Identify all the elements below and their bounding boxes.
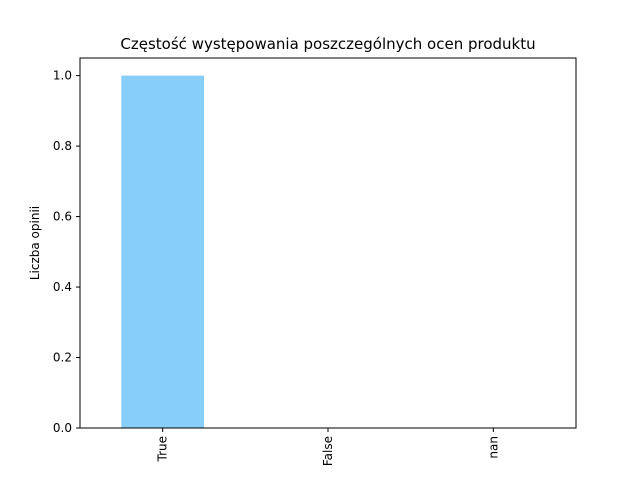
y-axis-label: Liczba opinii [28, 206, 42, 280]
y-tick-label-4: 0.8 [53, 139, 72, 153]
y-tick-label-2: 0.4 [53, 280, 72, 294]
x-tick-label-1: False [321, 436, 335, 466]
y-tick-label-1: 0.2 [53, 351, 72, 365]
x-tick-label-0: True [156, 436, 170, 463]
y-tick-label-0: 0.0 [53, 421, 72, 435]
y-axis: 0.0 0.2 0.4 0.6 0.8 1.0 [53, 69, 80, 435]
y-tick-label-5: 1.0 [53, 69, 72, 83]
bars-group [121, 75, 204, 428]
x-tick-label-2: nan [486, 436, 500, 459]
bar-0 [121, 75, 204, 428]
chart-title: Częstość występowania poszczególnych oce… [120, 35, 535, 53]
x-axis: True False nan [156, 428, 500, 466]
y-tick-label-3: 0.6 [53, 210, 72, 224]
